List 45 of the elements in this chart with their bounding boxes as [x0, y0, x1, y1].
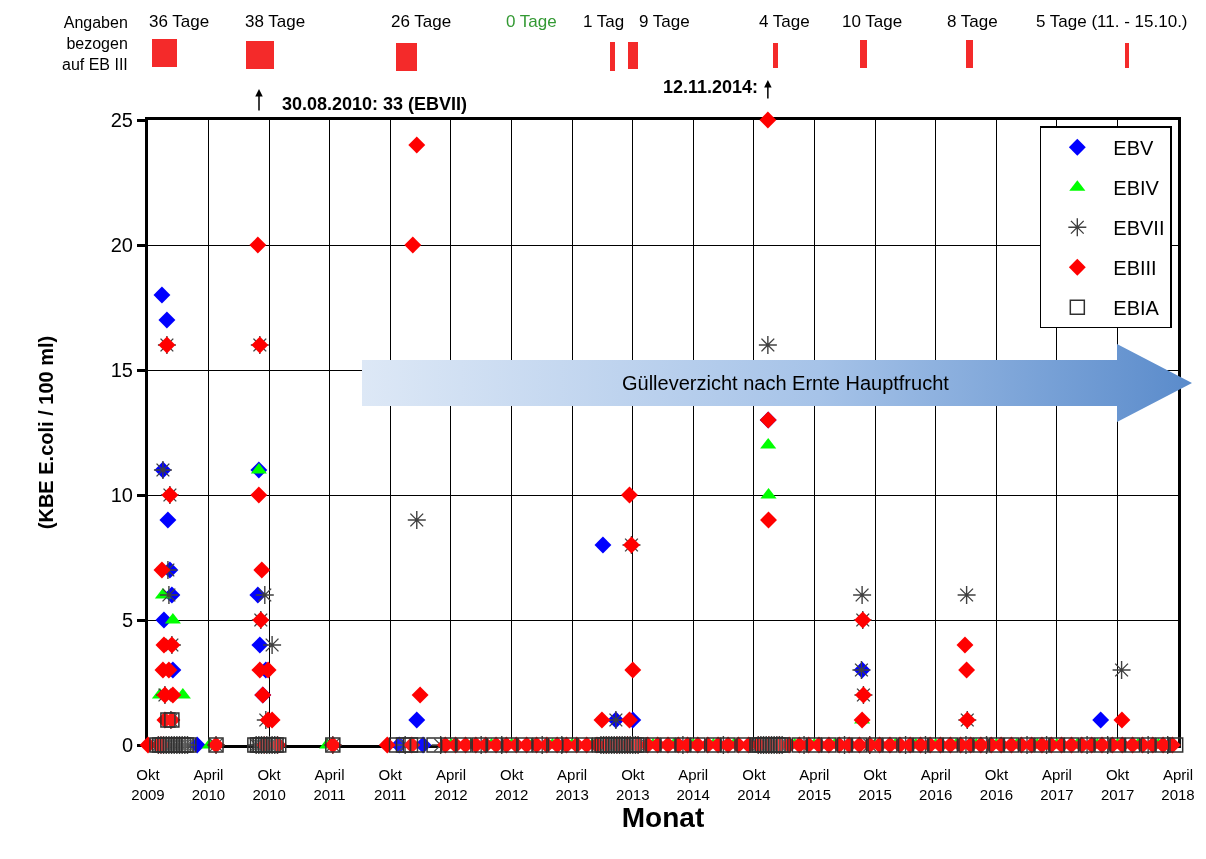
x-tick-label: April 2016: [919, 766, 953, 803]
x-tick-label: April 2014: [676, 766, 710, 803]
text: 36 Tage: [149, 12, 210, 31]
x-tick-label: Okt 2010: [252, 766, 286, 803]
text: 1 Tag: [583, 12, 625, 31]
text: 4 Tage: [759, 12, 810, 31]
text: 26 Tage: [391, 12, 452, 31]
x-tick-label: Okt 2013: [616, 766, 650, 803]
x-tick-label: Okt 2009: [131, 766, 165, 803]
annotation: 12.11.2014:: [663, 77, 759, 97]
legend-label: EBIII: [1113, 257, 1157, 280]
y-tick-label: 10: [110, 484, 133, 506]
x-tick-label: Okt 2012: [495, 766, 529, 803]
x-tick-label: April 2018: [1161, 766, 1195, 803]
legend-label: EBV: [1113, 137, 1154, 160]
y-tick-label: 15: [110, 359, 133, 381]
y-tick-label: 5: [121, 609, 133, 631]
x-tick-label: Okt 2014: [737, 766, 771, 803]
text: 10 Tage: [842, 12, 903, 31]
legend-label: EBIA: [1113, 297, 1160, 320]
text: 0 Tage: [506, 12, 557, 31]
x-tick-label: April 2015: [797, 766, 831, 803]
text: 30.08.2010: 33 (EBVII): [282, 94, 468, 114]
x-tick-label: Okt 2015: [858, 766, 892, 803]
annotation: Gülleverzicht nach Ernte Hauptfrucht: [622, 372, 950, 394]
x-tick-label: April 2010: [191, 766, 226, 803]
y-tick-label: 20: [110, 234, 133, 256]
y-tick-label: 25: [110, 109, 133, 131]
y-axis-title: (KBE E.coli / 100 ml): [35, 335, 58, 530]
text: 9 Tage: [639, 12, 690, 31]
x-tick-label: Okt 2016: [979, 766, 1014, 803]
text: Angaben bezogen auf EB III: [62, 14, 128, 73]
text: 8 Tage: [947, 12, 998, 31]
legend-label: EBVII: [1113, 217, 1165, 240]
text: 38 Tage: [245, 12, 306, 31]
y-tick-label: 0: [121, 734, 133, 756]
text: 5 Tage (11. - 15.10.): [1036, 12, 1188, 31]
x-tick-label: Okt 2011: [374, 766, 407, 803]
x-tick-label: April 2013: [555, 766, 589, 803]
x-tick-label: Okt 2017: [1100, 766, 1135, 803]
legend-label: EBIV: [1113, 177, 1160, 200]
x-tick-label: April 2017: [1040, 766, 1074, 803]
x-axis-title: Monat: [621, 802, 705, 834]
x-tick-label: April 2011: [313, 766, 346, 803]
x-tick-label: April 2012: [434, 766, 468, 803]
